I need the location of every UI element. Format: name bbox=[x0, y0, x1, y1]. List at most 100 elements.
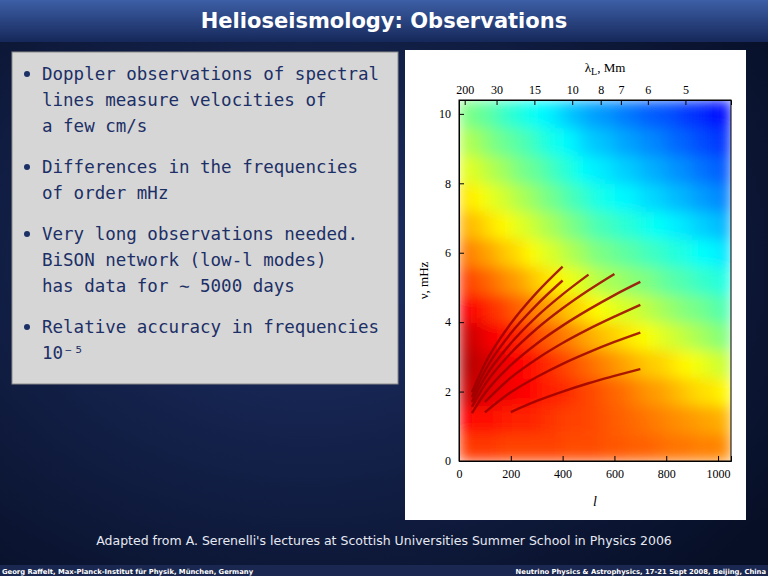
bullet-line: Relative accuracy in frequencies bbox=[42, 317, 379, 337]
heatmap-cell bbox=[666, 294, 680, 322]
tick-label: 2 bbox=[445, 385, 451, 399]
heatmap-cell bbox=[601, 433, 615, 461]
heatmap-cell bbox=[550, 100, 564, 128]
tick-mark bbox=[648, 100, 649, 105]
heatmap-cell bbox=[459, 405, 473, 433]
heatmap-cell bbox=[614, 100, 628, 128]
heatmap-cell bbox=[601, 183, 615, 211]
axis-line bbox=[460, 101, 732, 106]
heatmap-cell bbox=[472, 267, 486, 295]
heatmap-cell bbox=[666, 211, 680, 239]
heatmap-cell bbox=[576, 239, 590, 267]
heatmap-cell bbox=[459, 433, 473, 461]
heatmap-cell bbox=[718, 267, 731, 295]
heatmap-cell bbox=[601, 405, 615, 433]
bullet-line: Differences in the frequencies bbox=[42, 157, 358, 177]
tick: 200 bbox=[502, 456, 520, 481]
heatmap-cell bbox=[614, 183, 628, 211]
heatmap-cell bbox=[524, 405, 538, 433]
tick: 400 bbox=[554, 456, 572, 481]
tick-label: 200 bbox=[502, 467, 520, 481]
heatmap-cell bbox=[705, 183, 719, 211]
heatmap-cell bbox=[614, 211, 628, 239]
heatmap-cell bbox=[563, 405, 577, 433]
tick-mark bbox=[563, 456, 564, 461]
heatmap-cell bbox=[640, 433, 654, 461]
heatmap-cell bbox=[627, 211, 641, 239]
bullet-dot bbox=[24, 164, 30, 170]
tick-label: 10 bbox=[567, 83, 579, 97]
heatmap-cell bbox=[485, 433, 499, 461]
heatmap-cell bbox=[692, 100, 706, 128]
heatmap-cell bbox=[627, 350, 641, 378]
heatmap-cell bbox=[705, 156, 719, 184]
heatmap-cell bbox=[705, 294, 719, 322]
heatmap-cell bbox=[705, 100, 719, 128]
tick-mark bbox=[459, 322, 464, 323]
heatmap-cell bbox=[692, 239, 706, 267]
tick-mark bbox=[614, 456, 615, 461]
tick-mark bbox=[685, 100, 686, 105]
ridge-line bbox=[472, 281, 563, 398]
heatmap-cell bbox=[589, 183, 603, 211]
heatmap-cell bbox=[679, 128, 693, 156]
heatmap-cell bbox=[627, 378, 641, 406]
heatmap-cell bbox=[653, 267, 667, 295]
bullet-line: has data for ∼ 5000 days bbox=[42, 276, 295, 296]
heatmap-cell bbox=[705, 322, 719, 350]
bullet-dot bbox=[24, 71, 30, 77]
tick-label: 5 bbox=[683, 83, 689, 97]
tick: 7 bbox=[618, 83, 624, 105]
heatmap-cell bbox=[537, 183, 551, 211]
heatmap-cell bbox=[459, 378, 473, 406]
bullet-line: Doppler observations of spectral bbox=[42, 64, 379, 84]
ridge-line bbox=[472, 267, 563, 393]
heatmap-cell bbox=[653, 433, 667, 461]
heatmap-cell bbox=[666, 433, 680, 461]
heatmap-cell bbox=[498, 267, 512, 295]
heatmap-cell bbox=[485, 294, 499, 322]
tick: 8 bbox=[445, 177, 464, 191]
tick-label: 8 bbox=[445, 177, 451, 191]
heatmap-cell bbox=[640, 378, 654, 406]
bullet-dot bbox=[24, 231, 30, 237]
heatmap-cell bbox=[524, 433, 538, 461]
heatmap-cell bbox=[511, 433, 525, 461]
heatmap-cell bbox=[679, 211, 693, 239]
heatmap-cell bbox=[589, 211, 603, 239]
heatmap-cell bbox=[563, 183, 577, 211]
bullet-dot bbox=[24, 324, 30, 330]
heatmap-cell bbox=[679, 294, 693, 322]
ridges bbox=[472, 267, 640, 413]
heatmap-cell bbox=[601, 350, 615, 378]
heatmap-cell bbox=[550, 183, 564, 211]
heatmap-cell bbox=[485, 211, 499, 239]
tick: 15 bbox=[529, 83, 541, 105]
heatmap-cell bbox=[537, 433, 551, 461]
bullet-line: Very long observations needed. bbox=[42, 224, 358, 244]
heatmap-cell bbox=[627, 183, 641, 211]
heatmap-cell bbox=[576, 211, 590, 239]
heatmap-cell bbox=[511, 239, 525, 267]
heatmap-cell bbox=[718, 211, 731, 239]
heatmap-cell bbox=[524, 128, 538, 156]
heatmap-cell bbox=[614, 156, 628, 184]
heatmap-cell bbox=[640, 183, 654, 211]
heatmap-cell bbox=[511, 156, 525, 184]
heatmap-cell bbox=[614, 128, 628, 156]
heatmap-cell bbox=[601, 378, 615, 406]
heatmap-cell bbox=[511, 211, 525, 239]
tick-mark bbox=[497, 100, 498, 105]
heatmap-cell bbox=[679, 433, 693, 461]
heatmap-cell bbox=[653, 322, 667, 350]
heatmap-cell bbox=[550, 128, 564, 156]
heatmap-cell bbox=[692, 350, 706, 378]
plot-area bbox=[459, 100, 731, 461]
heatmap-cell bbox=[679, 350, 693, 378]
heatmap-cell bbox=[537, 128, 551, 156]
heatmap-cell bbox=[640, 100, 654, 128]
heatmap-cell bbox=[589, 156, 603, 184]
tick: 10 bbox=[439, 107, 464, 121]
heatmap-cell bbox=[627, 156, 641, 184]
heatmap-cell bbox=[692, 405, 706, 433]
